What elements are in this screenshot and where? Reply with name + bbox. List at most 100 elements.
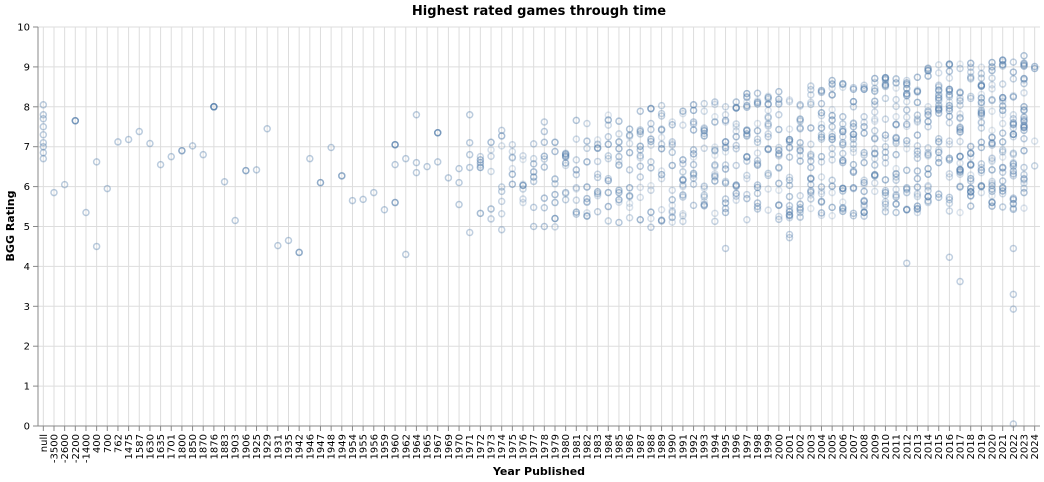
data-point xyxy=(945,193,954,202)
data-point xyxy=(913,73,922,82)
data-point xyxy=(487,215,495,223)
data-point xyxy=(934,146,943,154)
data-point xyxy=(551,138,559,147)
data-point xyxy=(636,193,645,202)
data-point xyxy=(551,198,559,207)
data-point xyxy=(711,146,719,155)
data-point xyxy=(721,161,730,169)
data-point xyxy=(881,200,890,208)
data-point xyxy=(615,196,623,204)
data-point xyxy=(807,140,815,149)
data-point xyxy=(743,171,751,180)
x-tick-label: 1960 xyxy=(391,434,402,459)
x-tick-label: 2005 xyxy=(828,434,839,459)
data-point xyxy=(39,115,48,123)
data-point xyxy=(807,91,815,99)
data-point xyxy=(732,189,740,198)
data-point xyxy=(679,182,687,191)
data-point xyxy=(668,141,676,149)
x-tick-label: 1989 xyxy=(657,434,668,459)
data-point xyxy=(753,205,762,213)
data-point xyxy=(679,209,687,218)
data-point xyxy=(540,203,549,212)
data-point xyxy=(679,191,687,199)
data-point xyxy=(988,177,996,186)
data-point xyxy=(839,120,847,128)
data-point xyxy=(903,205,911,214)
data-point xyxy=(903,76,911,85)
data-point xyxy=(945,207,954,215)
data-point xyxy=(583,183,591,191)
data-point xyxy=(881,79,890,87)
data-point xyxy=(689,201,698,210)
data-point xyxy=(924,117,932,126)
data-point xyxy=(966,188,975,196)
data-point xyxy=(636,127,645,136)
data-point xyxy=(753,126,762,135)
data-point xyxy=(529,203,538,212)
data-point xyxy=(913,192,922,201)
data-point xyxy=(1009,194,1018,202)
data-point xyxy=(700,144,708,153)
data-point xyxy=(433,128,442,137)
data-point xyxy=(242,166,250,175)
data-point xyxy=(775,186,783,194)
data-point xyxy=(998,184,1007,192)
x-tick-label: 1970 xyxy=(455,434,466,459)
data-point xyxy=(913,208,922,217)
data-point xyxy=(796,146,804,155)
data-point xyxy=(934,81,943,90)
data-point xyxy=(807,180,815,189)
data-point xyxy=(785,205,794,214)
data-point xyxy=(700,184,708,192)
data-point xyxy=(988,95,996,104)
data-point xyxy=(732,127,740,135)
x-tick-label: 1995 xyxy=(721,434,732,459)
data-point xyxy=(775,150,783,158)
data-point xyxy=(977,98,986,107)
data-point xyxy=(1020,89,1028,97)
data-point xyxy=(497,142,506,150)
data-point xyxy=(1020,179,1028,187)
x-tick-label: 1984 xyxy=(604,434,615,459)
data-point xyxy=(711,113,719,121)
data-point xyxy=(1020,134,1028,143)
data-point xyxy=(775,146,783,155)
data-point xyxy=(497,225,506,234)
data-point xyxy=(711,98,719,106)
data-point xyxy=(210,103,218,111)
data-point xyxy=(743,93,751,101)
data-point xyxy=(934,193,943,202)
data-point xyxy=(977,94,986,102)
data-point xyxy=(700,126,708,135)
data-point xyxy=(657,112,666,120)
data-point xyxy=(1009,120,1018,128)
data-point xyxy=(636,162,645,171)
data-point xyxy=(817,124,826,132)
data-point xyxy=(924,197,932,205)
data-point xyxy=(753,181,762,189)
data-point xyxy=(679,217,687,226)
data-point xyxy=(668,208,676,217)
data-point xyxy=(476,158,485,167)
data-point xyxy=(817,158,826,166)
data-point xyxy=(860,197,868,206)
data-point xyxy=(817,173,826,181)
data-point xyxy=(934,94,943,102)
data-point xyxy=(892,79,900,87)
data-point xyxy=(934,91,943,99)
data-point xyxy=(775,95,783,103)
data-point xyxy=(636,142,645,151)
x-tick-label: 1969 xyxy=(444,434,455,459)
data-point xyxy=(647,125,655,134)
data-point xyxy=(711,151,719,159)
data-point xyxy=(657,170,666,179)
data-point xyxy=(433,128,442,137)
data-point xyxy=(615,152,623,161)
data-point xyxy=(860,83,868,92)
data-point xyxy=(977,124,986,132)
data-point xyxy=(881,73,890,82)
data-point xyxy=(1020,184,1028,192)
data-point xyxy=(753,199,762,207)
